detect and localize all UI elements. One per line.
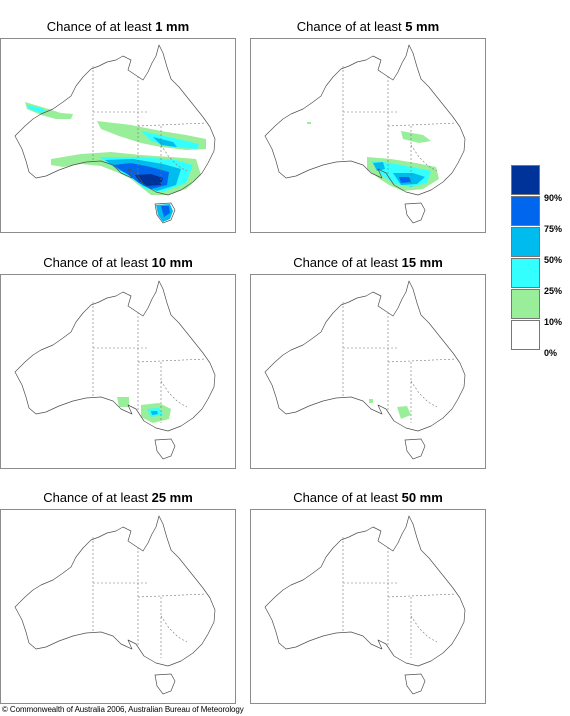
probability-shading xyxy=(117,397,171,423)
australia-map xyxy=(250,38,486,233)
legend-label-90: 90% xyxy=(544,193,563,203)
probability-shading xyxy=(307,122,439,191)
australia-map xyxy=(0,38,236,233)
probability-legend: 90% 75% 50% 25% 10% 0% xyxy=(511,165,570,360)
legend-label-10: 10% xyxy=(544,317,563,327)
copyright-notice: © Commonwealth of Australia 2006, Austra… xyxy=(2,705,244,714)
legend-label-75: 75% xyxy=(544,224,563,234)
legend-swatch-90 xyxy=(511,165,540,195)
panel-title: Chance of at least 25 mm xyxy=(43,490,193,505)
australia-map xyxy=(0,274,236,469)
legend-swatch-25 xyxy=(511,258,540,288)
probability-shading xyxy=(369,399,411,419)
legend-swatch-0 xyxy=(511,320,540,350)
panel-title: Chance of at least 1 mm xyxy=(46,19,190,34)
panel-title: Chance of at least 5 mm xyxy=(296,19,440,34)
probability-shading xyxy=(25,102,206,222)
legend-label-25: 25% xyxy=(544,286,563,296)
legend-label-0: 0% xyxy=(544,348,558,358)
legend-swatch-75 xyxy=(511,196,540,226)
legend-swatch-10 xyxy=(511,289,540,319)
panel-title: Chance of at least 10 mm xyxy=(43,255,193,270)
panel-title: Chance of at least 50 mm xyxy=(293,490,443,505)
legend-label-50: 50% xyxy=(544,255,563,265)
australia-map xyxy=(250,274,486,469)
panel-title: Chance of at least 15 mm xyxy=(293,255,443,270)
australia-map xyxy=(250,509,486,704)
australia-map xyxy=(0,509,236,704)
legend-swatch-50 xyxy=(511,227,540,257)
